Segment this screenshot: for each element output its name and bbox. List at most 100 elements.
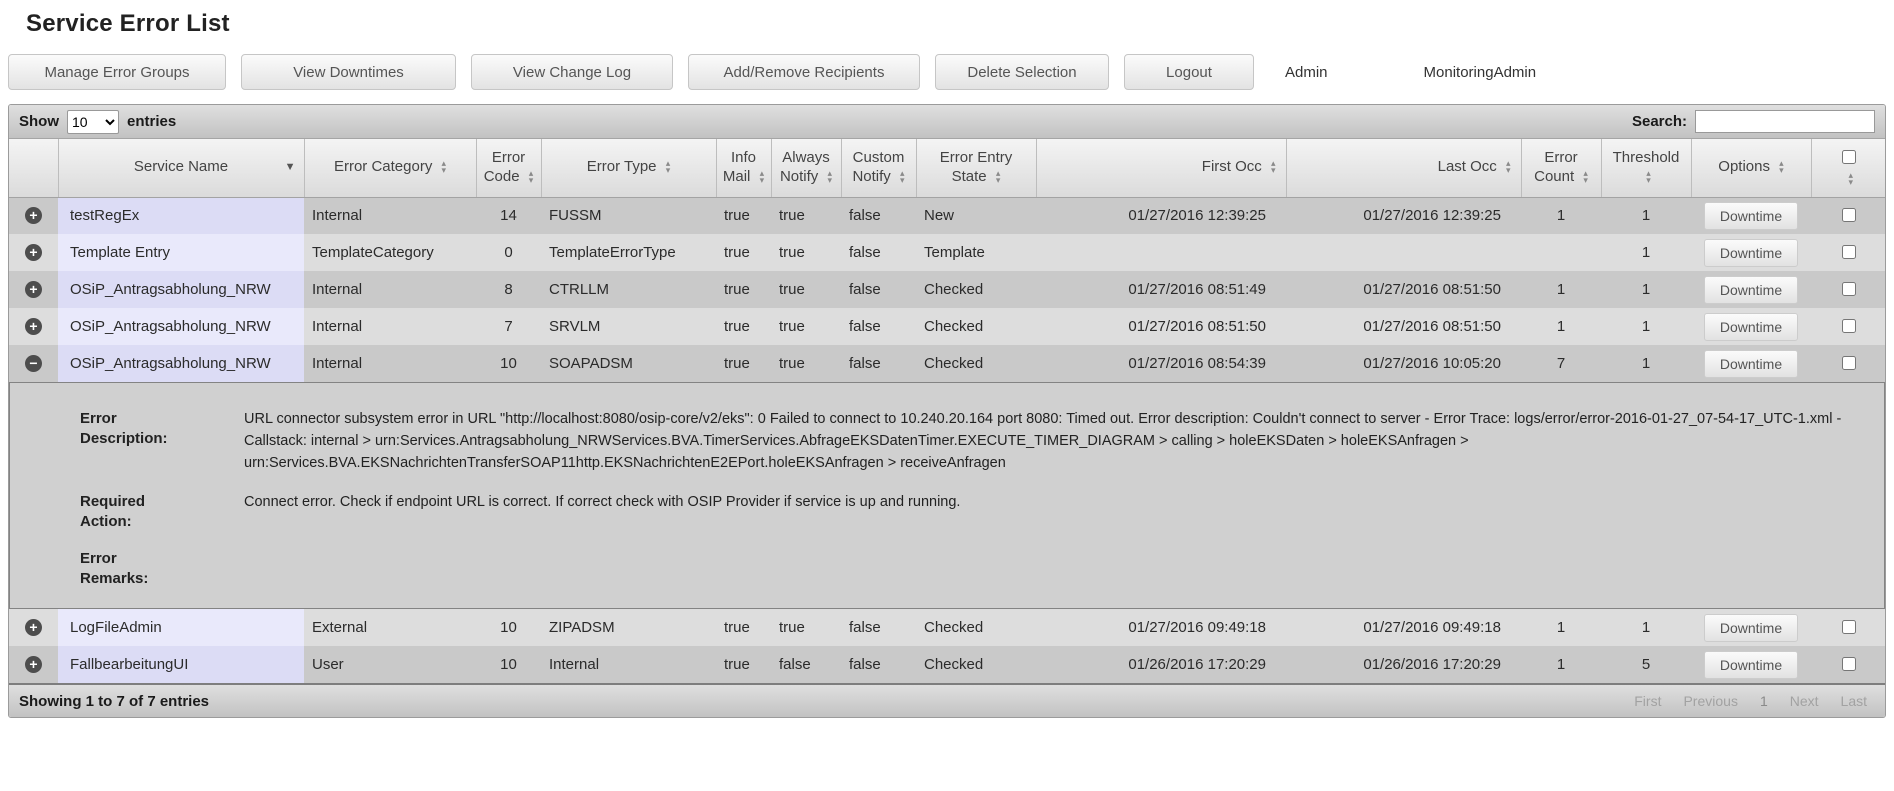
- header-last-occ[interactable]: Last Occ ▴ ▾: [1286, 139, 1522, 198]
- cell-options: Downtime: [1691, 609, 1811, 647]
- header-first-occ[interactable]: First Occ ▴ ▾: [1036, 139, 1287, 198]
- table-row: + OSiP_Antragsabholung_NRW Internal 7 SR…: [9, 308, 1885, 345]
- manage-error-groups-button[interactable]: Manage Error Groups: [8, 54, 226, 90]
- search-input[interactable]: [1695, 110, 1875, 133]
- downtime-button[interactable]: Downtime: [1703, 613, 1799, 642]
- pagination: First Previous 1 Next Last: [1634, 693, 1875, 709]
- table-header-row: Service Name ▼ Error Category ▴ ▾ Error C…: [9, 139, 1885, 198]
- cell-options: Downtime: [1691, 345, 1811, 382]
- header-always-notify[interactable]: Always Notify ▴ ▾: [771, 139, 842, 198]
- expand-row-icon[interactable]: +: [25, 207, 42, 225]
- expand-row-icon[interactable]: +: [25, 244, 42, 261]
- downtime-button[interactable]: Downtime: [1703, 650, 1799, 679]
- header-options[interactable]: Options ▴ ▾: [1691, 139, 1812, 198]
- header-error-count[interactable]: Error Count ▴ ▾: [1521, 139, 1602, 198]
- cell-last-occ: 01/27/2016 10:05:20: [1286, 345, 1521, 382]
- cell-select: [1811, 646, 1885, 684]
- cell-threshold: 1: [1601, 271, 1691, 308]
- expand-row-icon[interactable]: +: [25, 318, 42, 335]
- sort-icon: ▴ ▾: [528, 167, 534, 185]
- cell-error-type: ZIPADSM: [541, 609, 716, 647]
- table-body: + testRegEx Internal 14 FUSSM true true …: [9, 197, 1885, 684]
- cell-info-mail: true: [716, 234, 771, 271]
- select-all-checkbox[interactable]: [1841, 150, 1856, 164]
- cell-options: Downtime: [1691, 308, 1811, 345]
- header-error-category[interactable]: Error Category ▴ ▾: [304, 139, 477, 198]
- header-error-entry-state[interactable]: Error Entry State ▴ ▾: [916, 139, 1037, 198]
- cell-error-type: SOAPADSM: [541, 345, 716, 382]
- cell-service-name: OSiP_Antragsabholung_NRW: [58, 308, 304, 345]
- cell-service-name: Template Entry: [58, 234, 304, 271]
- cell-info-mail: true: [716, 308, 771, 345]
- expand-row-icon[interactable]: +: [25, 281, 42, 298]
- row-checkbox[interactable]: [1841, 245, 1856, 259]
- cell-error-category: TemplateCategory: [304, 234, 476, 271]
- cell-error-code: 10: [476, 609, 541, 647]
- row-checkbox[interactable]: [1841, 657, 1856, 672]
- header-threshold[interactable]: Threshold ▴ ▾: [1601, 139, 1692, 198]
- pagination-previous[interactable]: Previous: [1683, 693, 1738, 710]
- collapse-row-icon[interactable]: −: [25, 355, 42, 372]
- pagination-next[interactable]: Next: [1789, 693, 1819, 710]
- row-checkbox[interactable]: [1841, 319, 1856, 333]
- cell-options: Downtime: [1691, 271, 1811, 308]
- downtime-button[interactable]: Downtime: [1703, 201, 1799, 230]
- header-info-mail[interactable]: Info Mail ▴ ▾: [716, 139, 772, 198]
- cell-error-entry-state: Checked: [916, 271, 1036, 308]
- cell-custom-notify: false: [841, 234, 916, 271]
- header-service-name[interactable]: Service Name ▼: [58, 139, 305, 198]
- cell-error-type: TemplateErrorType: [541, 234, 716, 271]
- cell-custom-notify: false: [841, 271, 916, 308]
- cell-error-type: SRVLM: [541, 308, 716, 345]
- downtime-button[interactable]: Downtime: [1703, 349, 1799, 378]
- delete-selection-button[interactable]: Delete Selection: [935, 54, 1109, 90]
- cell-info-mail: true: [716, 345, 771, 382]
- add-remove-recipients-button[interactable]: Add/Remove Recipients: [688, 54, 920, 90]
- table-row: + Template Entry TemplateCategory 0 Temp…: [9, 234, 1885, 271]
- header-select-all[interactable]: ▴ ▾: [1811, 139, 1885, 198]
- error-remarks-label: Error Remarks:: [80, 550, 149, 587]
- cell-first-occ: 01/27/2016 12:39:25: [1036, 197, 1286, 234]
- downtime-button[interactable]: Downtime: [1703, 238, 1799, 267]
- header-custom-notify[interactable]: Custom Notify ▴ ▾: [841, 139, 917, 198]
- cell-error-type: FUSSM: [541, 197, 716, 234]
- pagination-last[interactable]: Last: [1840, 693, 1867, 710]
- row-checkbox[interactable]: [1841, 620, 1856, 635]
- cell-info-mail: true: [716, 197, 771, 234]
- cell-first-occ: [1036, 234, 1286, 271]
- sort-icon: ▴ ▾: [1505, 158, 1511, 176]
- cell-always-notify: true: [771, 308, 841, 345]
- cell-select: [1811, 197, 1885, 234]
- pagination-first[interactable]: First: [1634, 693, 1662, 710]
- header-error-type[interactable]: Error Type ▴ ▾: [541, 139, 717, 198]
- page-size-select[interactable]: 10: [67, 109, 119, 134]
- cell-service-name: OSiP_Antragsabholung_NRW: [58, 345, 304, 382]
- downtime-button[interactable]: Downtime: [1703, 312, 1799, 341]
- cell-error-count: 1: [1521, 308, 1601, 345]
- header-expand-column: [9, 139, 59, 198]
- table-controls-bar: Show 10 entries Search:: [9, 105, 1885, 139]
- cell-last-occ: 01/27/2016 08:51:50: [1286, 308, 1521, 345]
- cell-error-entry-state: Checked: [916, 609, 1036, 647]
- expand-row-icon[interactable]: +: [25, 619, 42, 637]
- error-table-widget: Show 10 entries Search:: [8, 104, 1886, 719]
- cell-threshold: 5: [1601, 646, 1691, 684]
- cell-threshold: 1: [1601, 609, 1691, 647]
- sort-icon: ▴ ▾: [1848, 169, 1854, 187]
- downtime-button[interactable]: Downtime: [1703, 275, 1799, 304]
- cell-error-code: 10: [476, 646, 541, 684]
- row-checkbox[interactable]: [1841, 208, 1856, 223]
- view-downtimes-button[interactable]: View Downtimes: [241, 54, 456, 90]
- row-checkbox[interactable]: [1841, 356, 1856, 370]
- cell-threshold: 1: [1601, 345, 1691, 382]
- expand-row-icon[interactable]: +: [25, 656, 42, 674]
- row-checkbox[interactable]: [1841, 282, 1856, 296]
- logout-button[interactable]: Logout: [1124, 54, 1254, 90]
- cell-error-category: Internal: [304, 345, 476, 382]
- cell-error-entry-state: Checked: [916, 308, 1036, 345]
- view-change-log-button[interactable]: View Change Log: [471, 54, 673, 90]
- pagination-page-1[interactable]: 1: [1759, 693, 1768, 710]
- header-error-code[interactable]: Error Code ▴ ▾: [476, 139, 542, 198]
- service-error-list-page: Service Error List Manage Error Groups V…: [8, 10, 1886, 719]
- required-action-label: Required Action:: [80, 493, 146, 530]
